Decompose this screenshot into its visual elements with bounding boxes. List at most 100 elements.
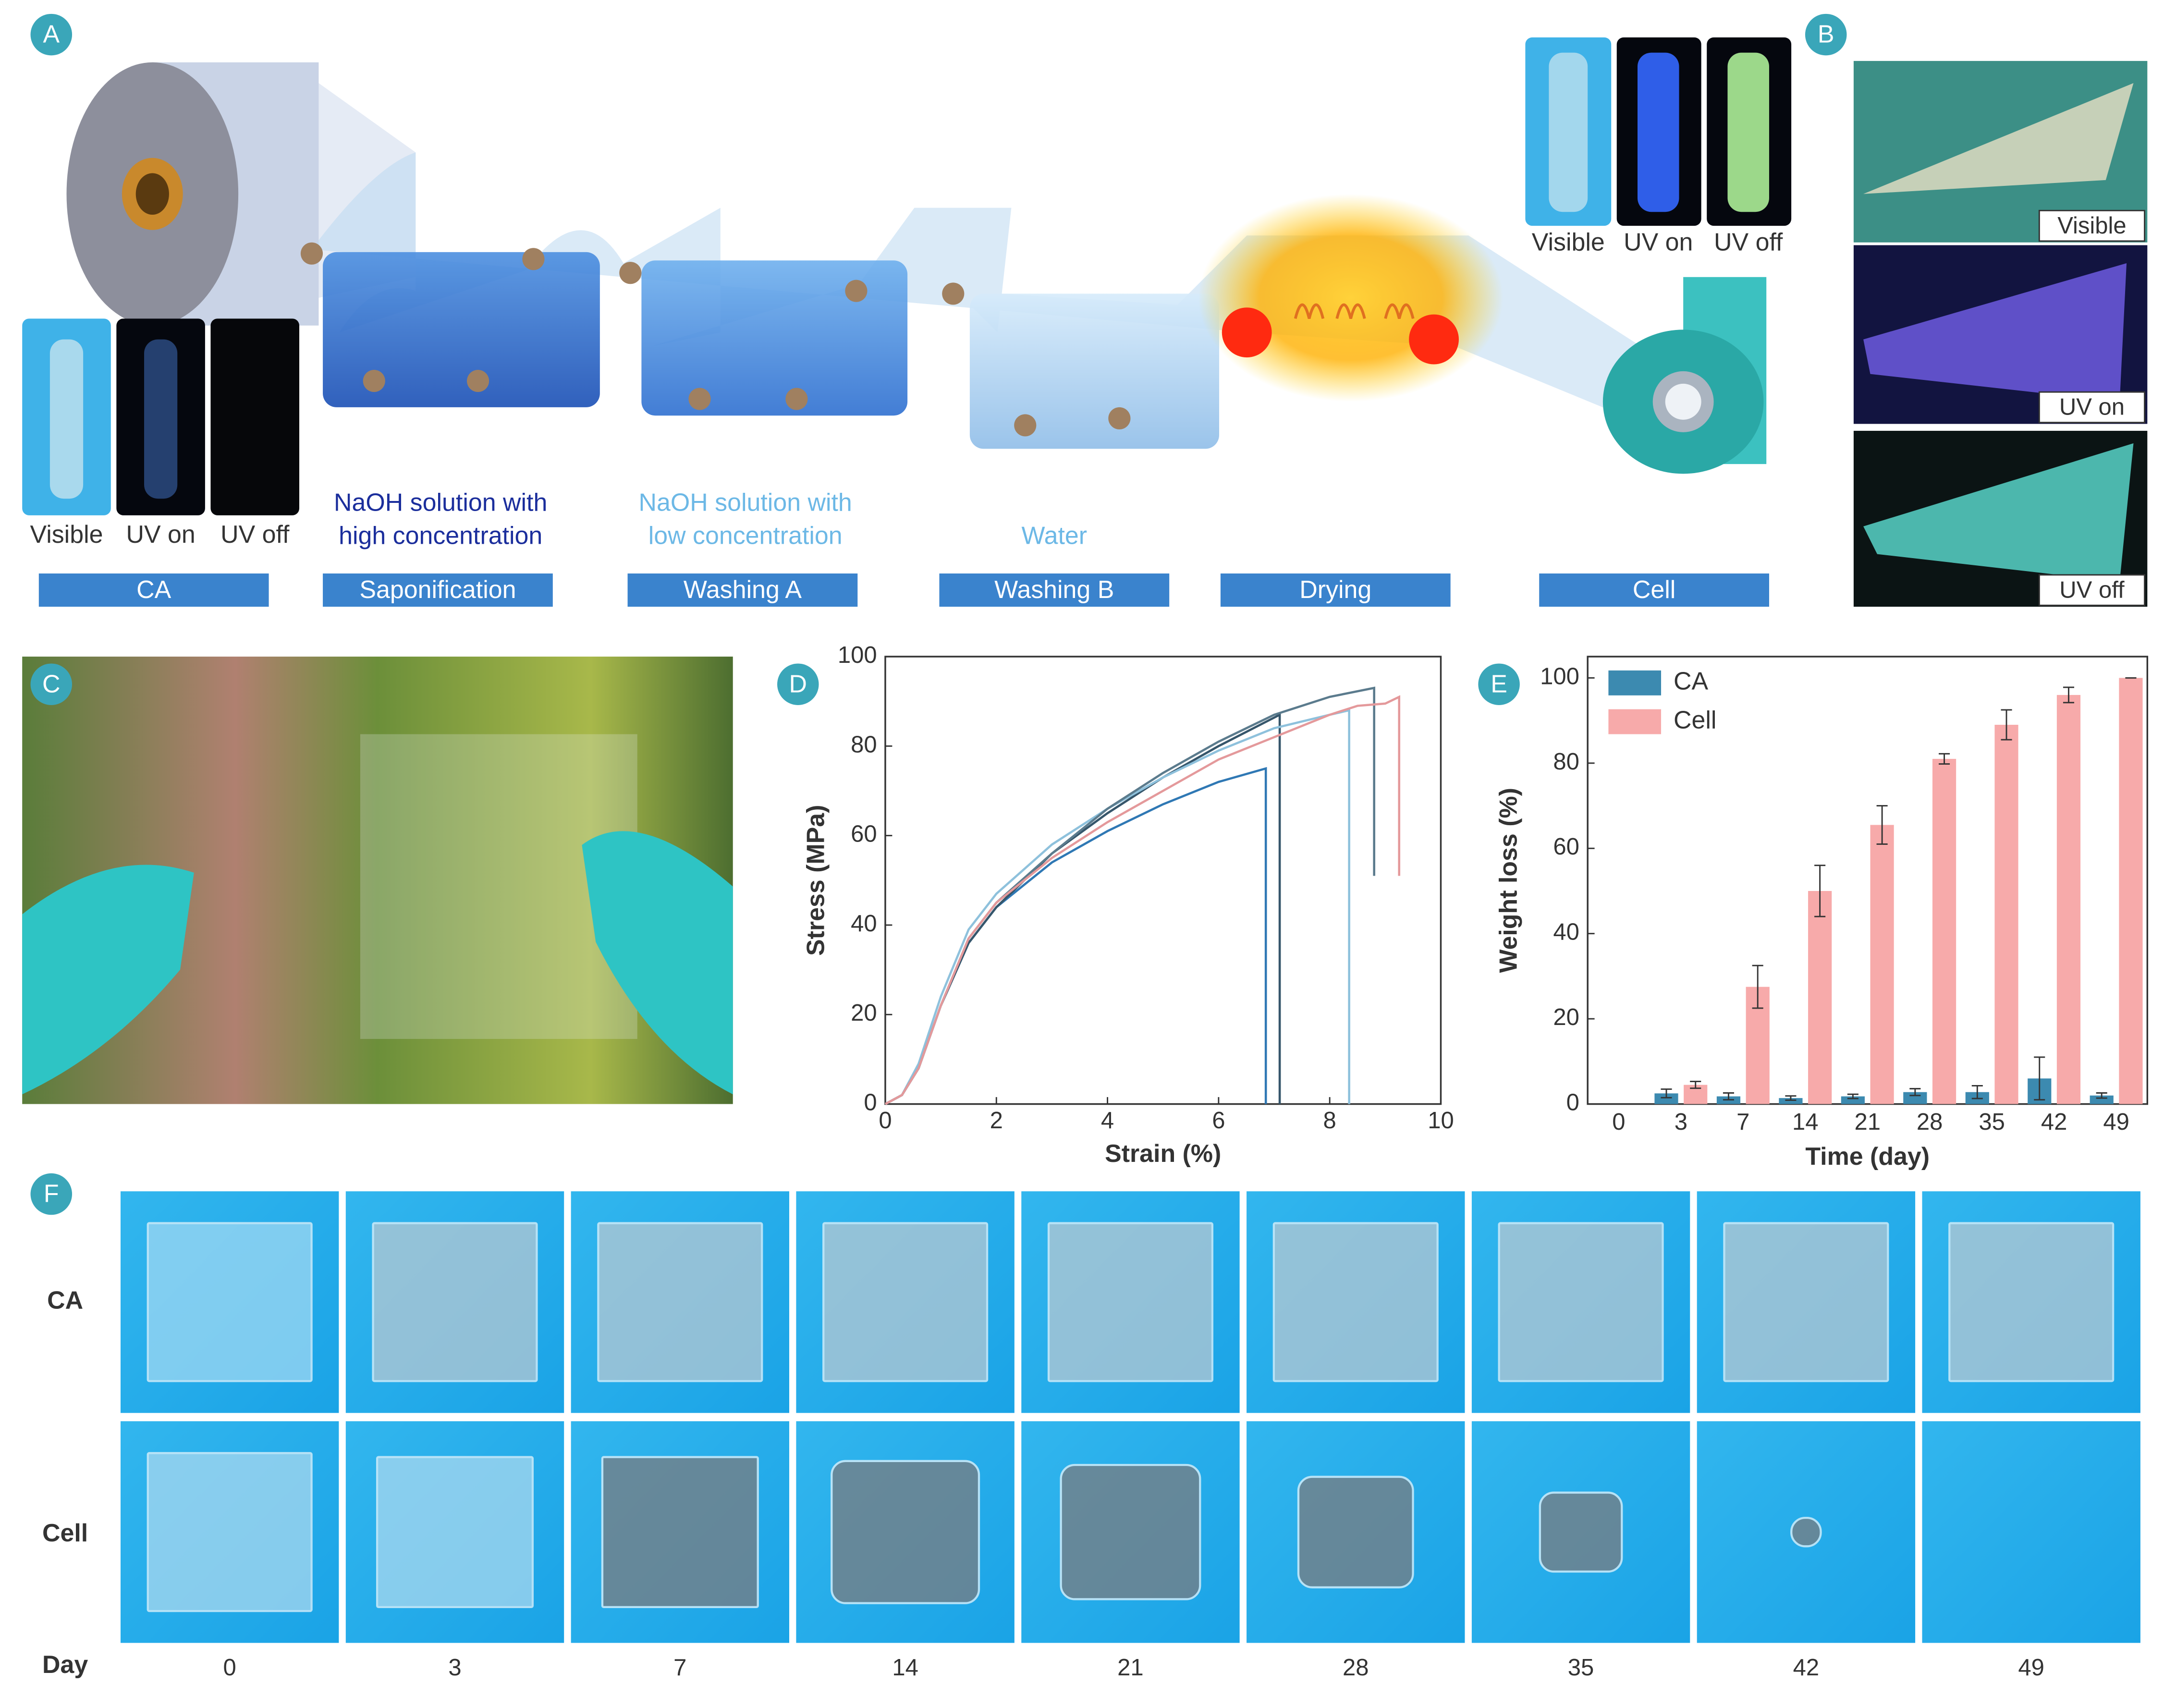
process-illustration — [22, 37, 1792, 515]
y-tick-label: 100 — [1540, 663, 1579, 689]
sample — [1790, 1516, 1822, 1548]
x-tick-label: 0 — [879, 1108, 892, 1134]
sample — [372, 1222, 538, 1382]
panel-letter: D — [789, 670, 807, 698]
sample-label: UV off — [1714, 228, 1783, 256]
photo-detail — [1863, 263, 2127, 402]
error-bar — [1785, 1095, 1797, 1101]
error-bar — [1690, 1081, 1701, 1089]
row-label: Day — [42, 1651, 88, 1679]
panel-badge — [30, 1173, 73, 1215]
y-axis-title: Stress (MPa) — [802, 805, 830, 956]
solution-label: high concentration — [339, 522, 542, 550]
sample-label: UV off — [220, 521, 290, 549]
panel-badge — [30, 13, 73, 56]
day-label: 49 — [2018, 1655, 2044, 1681]
y-tick-label: 60 — [1553, 834, 1579, 860]
photo-detail — [49, 339, 84, 499]
error-bar — [1909, 1088, 1921, 1097]
plot-frame — [884, 656, 1442, 1105]
y-tick-label: 80 — [1553, 749, 1579, 775]
bar — [1994, 724, 2018, 1104]
bar — [2056, 695, 2081, 1104]
panel-letter: A — [43, 21, 60, 49]
error-bar — [1814, 865, 1826, 917]
error-bar — [1876, 805, 1888, 845]
photo-detail — [1863, 83, 2134, 194]
x-tick-label: 49 — [2103, 1109, 2129, 1135]
tank — [641, 260, 908, 416]
step-label: Saponification — [359, 576, 516, 604]
photo-detail — [1863, 443, 2134, 582]
x-tick-label: 3 — [1675, 1109, 1687, 1135]
step-box — [1539, 573, 1769, 607]
solution-label: NaOH solution with — [639, 489, 852, 517]
error-bar — [2063, 686, 2075, 704]
legend-label: Cell — [1674, 706, 1716, 734]
step-box — [939, 573, 1170, 607]
y-tick-label: 100 — [838, 642, 877, 668]
labels: A B C D E F Visible UV on UV off Visible UV on UV o… — [30, 13, 2145, 1215]
x-tick-label: 28 — [1917, 1109, 1943, 1135]
rollers — [300, 242, 1131, 437]
day-label: 14 — [892, 1655, 918, 1681]
weight-loss-chart: 0 20 40 60 80 100 0 3 7 14 21 28 35 42 49 CA Cell Time (d… — [1494, 656, 2149, 1171]
stress-curve — [884, 767, 1267, 1105]
y-tick-label: 0 — [1566, 1090, 1579, 1116]
y-tick-label: 80 — [851, 732, 877, 757]
step-box — [38, 573, 269, 607]
day-label: 7 — [673, 1655, 686, 1681]
sample — [597, 1222, 763, 1382]
photo-detail — [1549, 52, 1588, 212]
y-tick-label: 40 — [851, 911, 877, 937]
label-box — [2038, 574, 2145, 606]
panel-b-photos — [1853, 61, 2148, 607]
solution-label: NaOH solution with — [334, 489, 547, 517]
day-label: 0 — [223, 1655, 236, 1681]
sample-label: Visible — [1532, 228, 1605, 256]
x-tick-label: 0 — [1612, 1109, 1625, 1135]
sample — [1047, 1222, 1214, 1382]
tank — [969, 293, 1220, 449]
roll-hole — [1665, 383, 1701, 420]
photo-label: Visible — [2057, 213, 2127, 239]
legend-label: CA — [1674, 668, 1708, 695]
y-tick-label: 60 — [851, 821, 877, 847]
sample — [1060, 1464, 1201, 1600]
error-bar — [1847, 1093, 1858, 1099]
tank — [323, 252, 600, 407]
panel-badge — [30, 663, 73, 705]
glove — [22, 865, 194, 1095]
glove — [582, 831, 733, 1095]
bar — [2119, 678, 2143, 1104]
photo-detail — [1727, 52, 1769, 212]
stress-curve — [884, 686, 1375, 1105]
legend-swatch — [1608, 709, 1662, 734]
step-label: Washing A — [684, 576, 802, 604]
panel-letter: F — [44, 1180, 59, 1208]
bar — [1654, 1093, 1678, 1104]
row-label: CA — [47, 1287, 83, 1315]
sample — [601, 1456, 759, 1609]
photo-detail — [144, 339, 178, 499]
x-tick-label: 35 — [1979, 1109, 2005, 1135]
error-bar — [1752, 964, 1763, 1009]
x-tick-label: 14 — [1792, 1109, 1819, 1135]
x-tick-label: 4 — [1101, 1108, 1114, 1134]
step-box — [1220, 573, 1451, 607]
sample — [376, 1456, 534, 1609]
sample-label: UV on — [1624, 228, 1693, 256]
day-label: 42 — [1793, 1655, 1820, 1681]
sample — [822, 1222, 989, 1382]
error-bar — [1661, 1088, 1672, 1098]
bar — [2090, 1095, 2114, 1104]
label-box — [2038, 391, 2145, 424]
y-tick-label: 20 — [851, 1000, 877, 1026]
photo-detail — [1637, 52, 1679, 212]
day-label: 3 — [448, 1655, 461, 1681]
y-tick-label: 20 — [1553, 1004, 1579, 1030]
x-tick-label: 7 — [1736, 1109, 1749, 1135]
sample-label: UV on — [126, 521, 195, 549]
error-bar — [2096, 1092, 2107, 1099]
bar — [1870, 825, 1894, 1104]
